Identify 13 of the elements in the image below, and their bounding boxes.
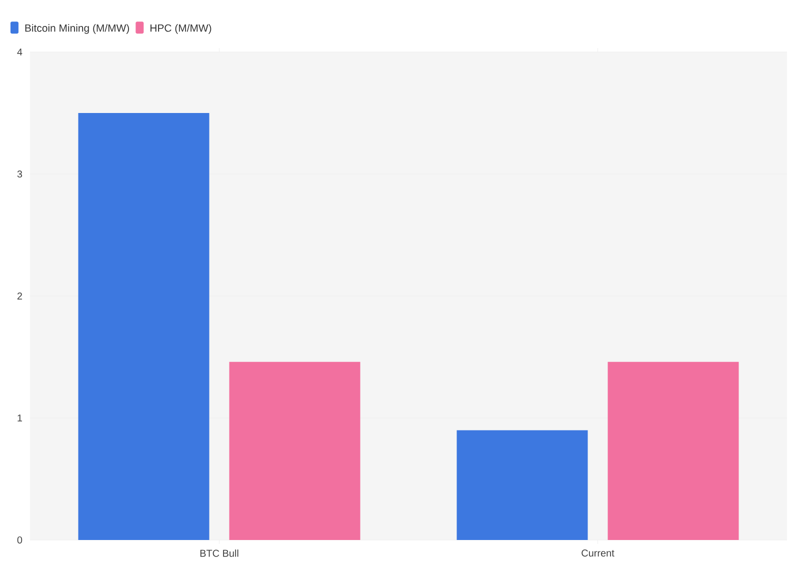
legend-label: Bitcoin Mining (M/MW): [25, 24, 129, 34]
y-tick-label: 2: [17, 292, 22, 300]
y-tick-label: 0: [17, 536, 22, 544]
bar: [229, 362, 360, 540]
y-tick-label: 3: [17, 170, 22, 178]
y-tick-label: 4: [17, 48, 22, 56]
bar: [608, 362, 739, 540]
bar: [78, 113, 210, 540]
x-tick-label: BTC Bull: [200, 550, 238, 557]
legend-label: HPC (M/MW): [150, 24, 212, 34]
bar: [456, 430, 588, 540]
y-tick-label: 1: [18, 414, 22, 422]
x-tick-label: Current: [582, 550, 614, 557]
